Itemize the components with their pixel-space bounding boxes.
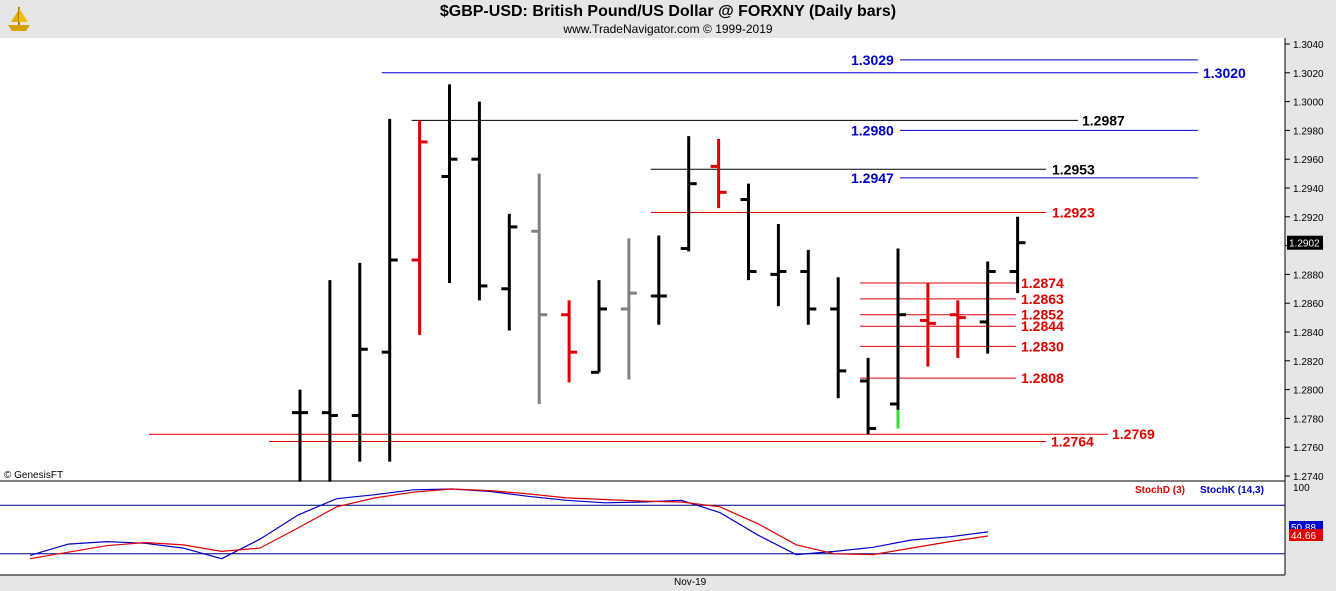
stoch-legend-k: StochK (14,3)	[1200, 485, 1264, 496]
price-tick-label: 1.3040	[1293, 40, 1324, 51]
price-tick-label: 1.2960	[1293, 155, 1324, 166]
stoch-line	[29, 488, 989, 560]
price-tick-label: 1.2920	[1293, 213, 1324, 224]
level-label: 1.2863	[1021, 291, 1064, 307]
level-label: 1.2987	[1082, 112, 1125, 128]
chart-header	[0, 0, 1336, 38]
price-tick-label: 1.2980	[1293, 126, 1324, 137]
stochd-value-box	[1289, 529, 1323, 541]
price-axis-panel	[1285, 38, 1336, 591]
copyright-label: © GenesisFT	[4, 470, 63, 481]
level-label: 1.2874	[1021, 275, 1064, 291]
price-tick-label: 1.2820	[1293, 357, 1324, 368]
time-axis-label: Nov-19	[674, 577, 707, 588]
price-tick-label: 1.3000	[1293, 98, 1324, 109]
price-tick-label: 1.2780	[1293, 414, 1324, 425]
price-tick-label: 1.3020	[1293, 69, 1324, 80]
level-label: 1.2764	[1051, 433, 1094, 449]
level-label: 1.2808	[1021, 370, 1064, 386]
level-label: 1.2830	[1021, 338, 1064, 354]
price-tick-label: 1.2840	[1293, 328, 1324, 339]
price-tick-label: 1.2940	[1293, 184, 1324, 195]
last-price-label: 1.2902	[1289, 239, 1320, 250]
price-tick-label: 1.2880	[1293, 270, 1324, 281]
level-label: 1.2844	[1021, 318, 1064, 334]
level-label: 1.2923	[1052, 204, 1095, 220]
stochk-value-label: 50.88	[1291, 523, 1316, 534]
level-label: 1.2769	[1112, 426, 1155, 442]
level-label: 1.2980	[851, 122, 894, 138]
price-tick-label: 1.2740	[1293, 472, 1324, 483]
level-label: 1.3020	[1203, 65, 1246, 81]
chart-title: $GBP-USD: British Pound/US Dollar @ FORX…	[439, 3, 897, 20]
last-price-box	[1287, 235, 1323, 250]
level-label: 1.2953	[1052, 161, 1095, 177]
price-tick-label: 1.2860	[1293, 299, 1324, 310]
stoch-tick-label: 100	[1293, 483, 1310, 494]
stochd-value-label: 44.66	[1291, 531, 1316, 542]
chart-subtitle: www.TradeNavigator.com © 1999-2019	[563, 22, 773, 36]
stoch-line	[29, 488, 989, 560]
price-tick-label: 1.2760	[1293, 443, 1324, 454]
time-axis-panel	[0, 575, 1336, 591]
stoch-legend-d: StochD (3)	[1135, 485, 1185, 496]
price-tick-label: 1.2800	[1293, 386, 1324, 397]
level-label: 1.2947	[851, 170, 894, 186]
level-label: 1.2852	[1021, 307, 1064, 323]
level-label: 1.3029	[851, 52, 894, 68]
navigator-ship-logo-icon	[8, 7, 30, 31]
